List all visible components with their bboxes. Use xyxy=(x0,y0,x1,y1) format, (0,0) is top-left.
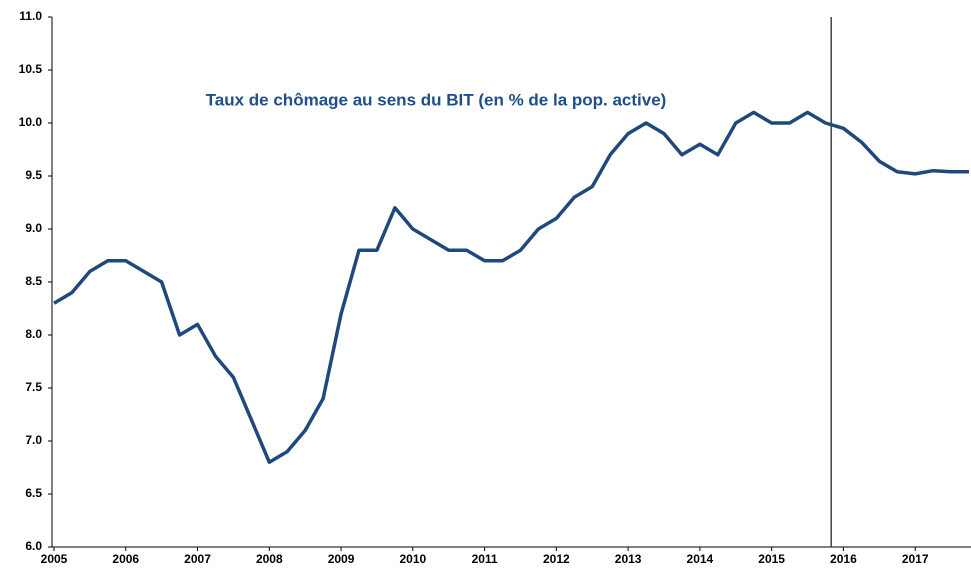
y-tick-label: 10.0 xyxy=(19,115,43,129)
x-tick-label: 2013 xyxy=(615,552,642,566)
y-tick-label: 7.5 xyxy=(25,380,42,394)
x-tick-label: 2011 xyxy=(472,552,498,566)
y-tick-label: 6.0 xyxy=(25,539,42,553)
y-tick-label: 6.5 xyxy=(25,486,42,500)
x-tick-label: 2007 xyxy=(184,552,211,566)
x-tick-label: 2015 xyxy=(758,552,785,566)
y-tick-label: 9.5 xyxy=(25,168,42,182)
x-tick-label: 2008 xyxy=(256,552,283,566)
series-line xyxy=(53,110,969,464)
y-tick-label: 7.0 xyxy=(25,433,42,447)
x-tick-label: 2012 xyxy=(543,552,570,566)
y-tick-label: 8.0 xyxy=(25,327,42,341)
x-tick-label: 2014 xyxy=(687,552,714,566)
x-tick-label: 2009 xyxy=(328,552,355,566)
y-tick-label: 10.5 xyxy=(19,62,43,76)
x-tick-label: 2016 xyxy=(830,552,857,566)
x-tick-label: 2010 xyxy=(399,552,426,566)
chart-title: Taux de chômage au sens du BIT (en % de … xyxy=(206,90,667,109)
y-tick-label: 11.0 xyxy=(19,9,42,23)
x-tick-label: 2006 xyxy=(112,552,139,566)
y-tick-label: 9.0 xyxy=(25,221,42,235)
x-tick-label: 2005 xyxy=(41,552,68,566)
y-tick-label: 8.5 xyxy=(25,274,42,288)
x-tick-label: 2017 xyxy=(902,552,929,566)
